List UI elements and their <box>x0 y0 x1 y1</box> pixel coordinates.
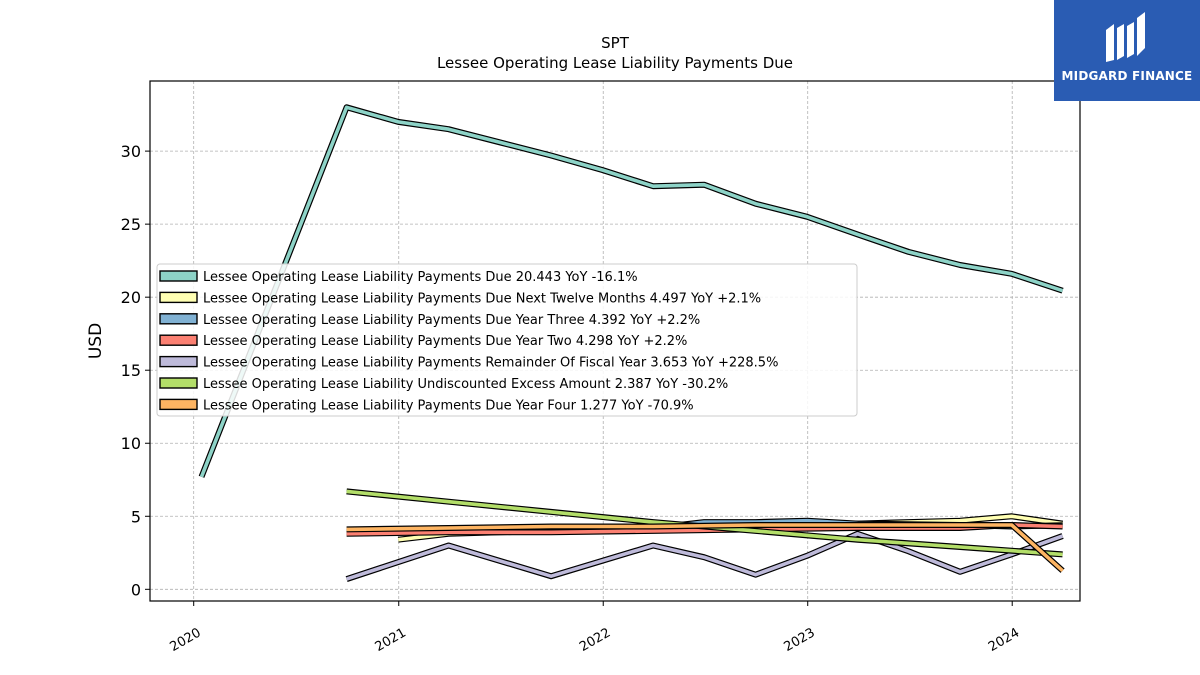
x-tick-label: 2022 <box>577 625 613 655</box>
y-tick-label: 0 <box>131 580 141 599</box>
legend-label: Lessee Operating Lease Liability Payment… <box>203 356 778 371</box>
y-tick-label: 15 <box>121 361 141 380</box>
chart-subtitle: Lessee Operating Lease Liability Payment… <box>437 54 793 72</box>
legend-label: Lessee Operating Lease Liability Undisco… <box>203 377 728 392</box>
legend-swatch <box>160 378 197 388</box>
x-axis: 2020 2021 2022 2023 2024 <box>168 601 1023 655</box>
brand-logo: MIDGARD FINANCE <box>1054 0 1200 101</box>
legend-swatch <box>160 357 197 367</box>
legend-swatch <box>160 335 197 345</box>
y-axis: 0 5 10 15 20 25 30 <box>121 142 150 599</box>
x-tick-label: 2023 <box>782 625 818 655</box>
legend: Lessee Operating Lease Liability Payment… <box>157 264 857 416</box>
x-tick-label: 2021 <box>373 625 409 655</box>
y-tick-label: 20 <box>121 288 141 307</box>
logo-text: MIDGARD FINANCE <box>1054 69 1200 83</box>
y-tick-label: 30 <box>121 142 141 161</box>
legend-swatch <box>160 314 197 324</box>
legend-label: Lessee Operating Lease Liability Payment… <box>203 398 694 413</box>
x-tick-label: 2020 <box>168 625 204 655</box>
line-chart: SPT Lessee Operating Lease Liability Pay… <box>0 0 1200 675</box>
y-axis-label: USD <box>86 323 106 359</box>
legend-label: Lessee Operating Lease Liability Payment… <box>203 270 638 285</box>
legend-label: Lessee Operating Lease Liability Payment… <box>203 291 761 306</box>
legend-swatch <box>160 292 197 302</box>
legend-swatch <box>160 271 197 281</box>
y-tick-label: 25 <box>121 215 141 234</box>
legend-swatch <box>160 399 197 409</box>
x-tick-label: 2024 <box>986 625 1022 655</box>
logo-mark-icon <box>1054 0 1200 70</box>
chart-title: SPT <box>601 34 630 52</box>
y-tick-label: 5 <box>131 507 141 526</box>
y-tick-label: 10 <box>121 434 141 453</box>
legend-label: Lessee Operating Lease Liability Payment… <box>203 334 687 349</box>
legend-label: Lessee Operating Lease Liability Payment… <box>203 313 700 328</box>
